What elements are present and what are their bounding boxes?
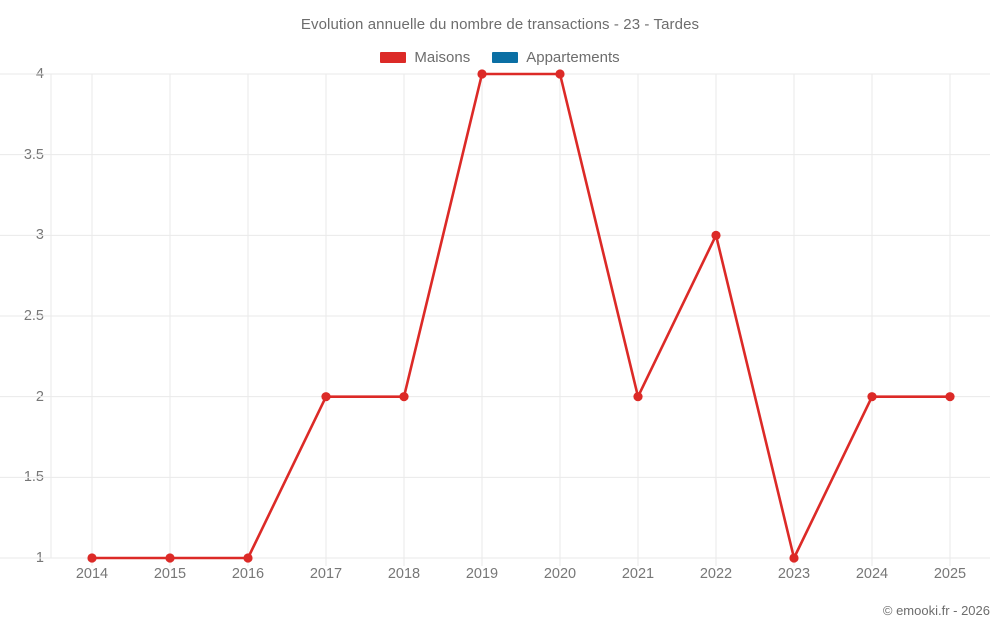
data-point-marker-maisons[interactable] (945, 392, 955, 402)
x-axis-tick-label: 2024 (855, 566, 889, 582)
data-point-marker-maisons[interactable] (711, 230, 721, 240)
data-point-marker-maisons[interactable] (477, 69, 487, 79)
legend-item-maisons[interactable]: Maisons (380, 49, 470, 66)
chart-title: Evolution annuelle du nombre de transact… (300, 16, 700, 33)
series-line-maisons[interactable] (90, 72, 952, 560)
plot-svg (0, 69, 990, 566)
data-point-marker-maisons[interactable] (867, 392, 877, 402)
x-axis-tick-label: 2021 (621, 566, 655, 582)
x-axis-tick-label: 2014 (75, 566, 109, 582)
x-axis-tick-label: 2022 (699, 566, 733, 582)
legend-swatch-icon-maisons (380, 51, 407, 63)
data-point-marker-maisons[interactable] (399, 392, 409, 402)
x-axis-tick-label: 2019 (465, 566, 499, 582)
x-axis-tick-label: 2020 (543, 566, 577, 582)
x-axis-tick-label: 2016 (231, 566, 265, 582)
data-point-marker-maisons[interactable] (321, 392, 331, 402)
data-point-marker-maisons[interactable] (789, 553, 799, 563)
data-point-marker-maisons[interactable] (633, 392, 643, 402)
legend-label-appartements: Appartements (526, 48, 620, 66)
data-point-marker-maisons[interactable] (555, 69, 565, 79)
x-axis-tick-label: 2017 (309, 566, 343, 582)
data-point-marker-maisons[interactable] (165, 553, 175, 563)
x-axis-tick-label: 2023 (777, 566, 811, 582)
legend-swatch-icon-appartements (492, 51, 519, 63)
x-axis-tick-label: 2018 (387, 566, 421, 582)
legend-label-maisons: Maisons (414, 48, 471, 66)
copyright-credit: © emooki.fr - 2026 (882, 603, 990, 618)
data-point-marker-maisons[interactable] (243, 553, 253, 563)
chart-legend: Maisons Appartements (0, 46, 1000, 68)
data-point-marker-maisons[interactable] (87, 553, 97, 563)
x-axis-tick-label: 2015 (153, 566, 187, 582)
x-axis-tick-label: 2025 (933, 566, 967, 582)
plot-area (0, 69, 990, 566)
legend-item-appartements[interactable]: Appartements (492, 48, 620, 66)
